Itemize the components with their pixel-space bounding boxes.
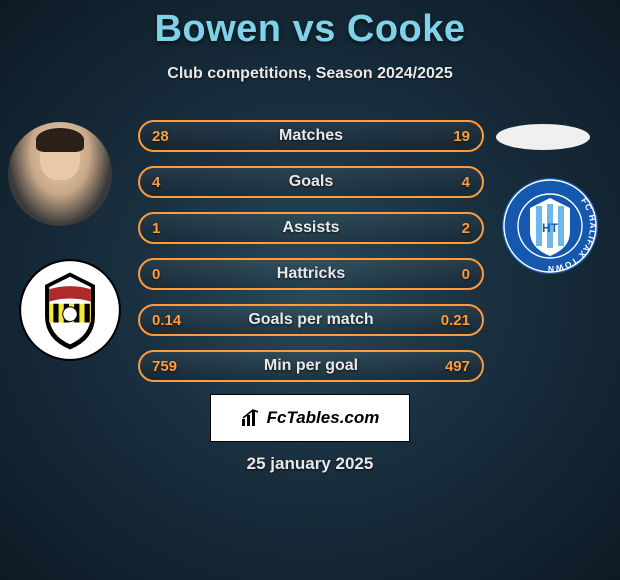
- stat-right-value: 2: [426, 220, 470, 237]
- stat-row: 0.14 Goals per match 0.21: [138, 304, 484, 336]
- stat-left-value: 759: [152, 358, 196, 375]
- stat-left-value: 4: [152, 174, 196, 191]
- stat-row: 759 Min per goal 497: [138, 350, 484, 382]
- stats-container: 28 Matches 19 4 Goals 4 1 Assists 2 0 Ha…: [138, 120, 484, 396]
- stat-row: 4 Goals 4: [138, 166, 484, 198]
- player-left-avatar: [8, 122, 112, 226]
- stat-left-value: 28: [152, 128, 196, 145]
- stat-row: 1 Assists 2: [138, 212, 484, 244]
- page-title: Bowen vs Cooke: [0, 0, 620, 51]
- stat-label: Goals: [289, 173, 333, 191]
- stat-right-value: 4: [426, 174, 470, 191]
- chart-icon: [241, 409, 261, 427]
- subtitle: Club competitions, Season 2024/2025: [0, 65, 620, 83]
- player-right-avatar: [496, 124, 590, 150]
- stat-right-value: 0.21: [426, 312, 470, 329]
- stat-label: Matches: [279, 127, 343, 145]
- brand-badge[interactable]: FcTables.com: [210, 394, 410, 442]
- stat-row: 0 Hattricks 0: [138, 258, 484, 290]
- stat-label: Goals per match: [248, 311, 373, 329]
- stat-left-value: 1: [152, 220, 196, 237]
- svg-text:HT: HT: [542, 221, 559, 235]
- stat-row: 28 Matches 19: [138, 120, 484, 152]
- club-crest-left: [18, 258, 122, 362]
- stat-left-value: 0: [152, 266, 196, 283]
- date-text: 25 january 2025: [0, 454, 620, 474]
- stat-right-value: 497: [426, 358, 470, 375]
- stat-label: Hattricks: [277, 265, 345, 283]
- stat-right-value: 19: [426, 128, 470, 145]
- stat-right-value: 0: [426, 266, 470, 283]
- stat-left-value: 0.14: [152, 312, 196, 329]
- club-crest-right: FC HALIFAX TOWN HT: [500, 176, 600, 276]
- stat-label: Assists: [283, 219, 340, 237]
- stat-label: Min per goal: [264, 357, 358, 375]
- brand-text: FcTables.com: [267, 408, 380, 428]
